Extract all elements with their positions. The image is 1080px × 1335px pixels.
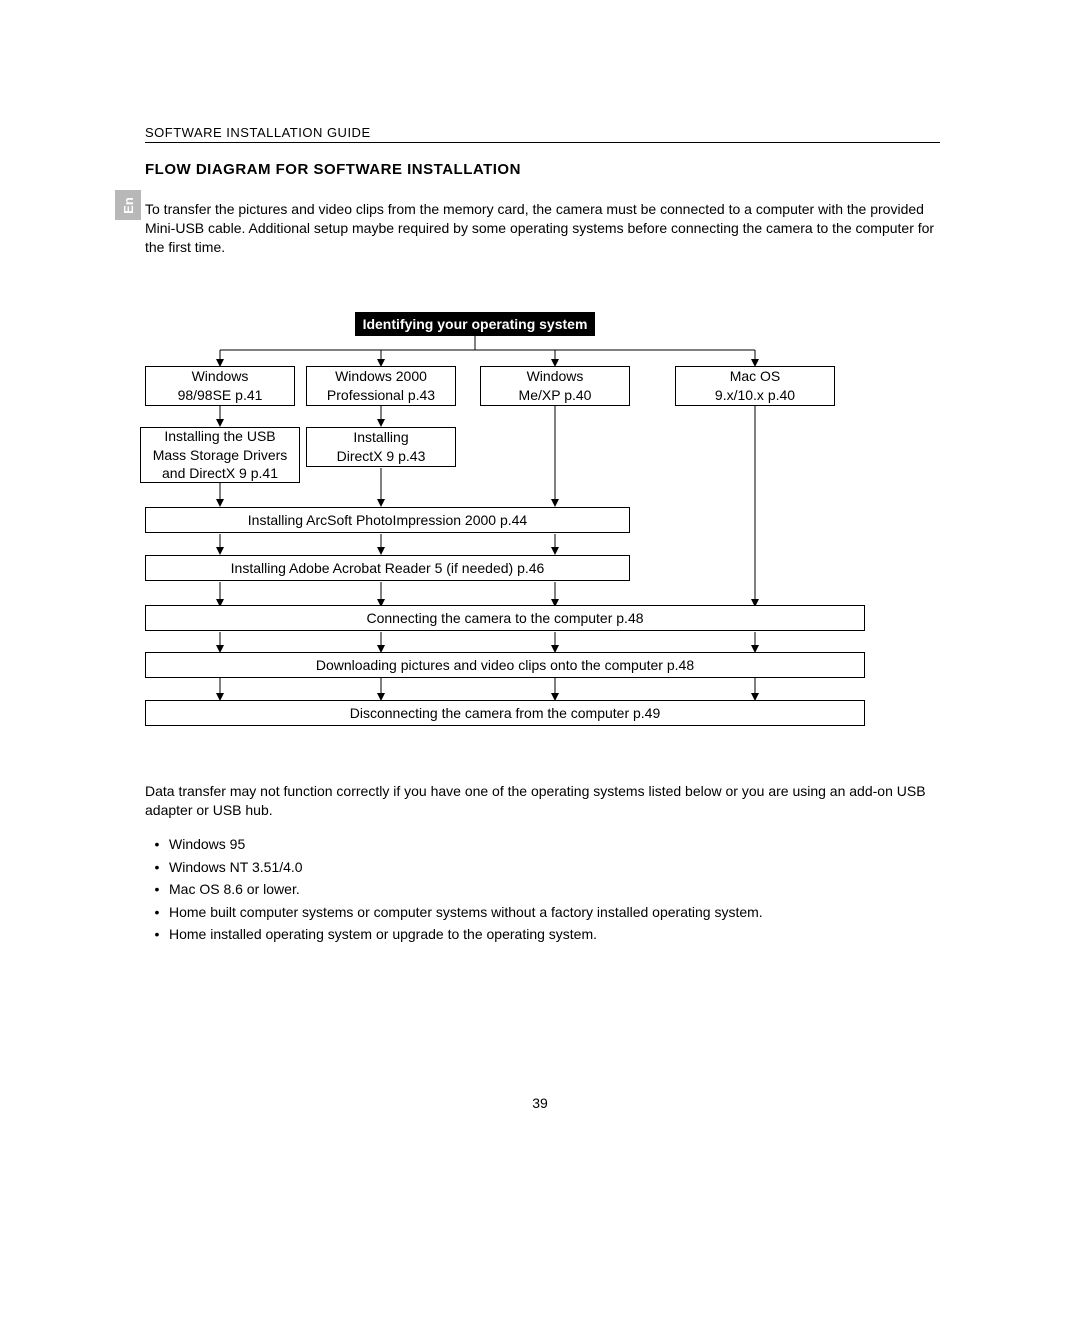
list-item: •Home built computer systems or computer… bbox=[145, 901, 940, 923]
intro-paragraph: To transfer the pictures and video clips… bbox=[145, 200, 940, 257]
bullet-icon: • bbox=[145, 901, 169, 923]
section-title: FLOW DIAGRAM FOR SOFTWARE INSTALLATION bbox=[145, 161, 940, 178]
bullet-icon: • bbox=[145, 856, 169, 878]
bullet-icon: • bbox=[145, 923, 169, 945]
list-item: •Windows NT 3.51/4.0 bbox=[145, 856, 940, 878]
flow-acrobat: Installing Adobe Acrobat Reader 5 (if ne… bbox=[145, 555, 630, 581]
flow-os-winme: WindowsMe/XP p.40 bbox=[480, 366, 630, 406]
list-item-text: Home built computer systems or computer … bbox=[169, 901, 763, 923]
flow-os-win98: Windows98/98SE p.41 bbox=[145, 366, 295, 406]
list-item: •Windows 95 bbox=[145, 833, 940, 855]
flowchart: Identifying your operating system Window… bbox=[145, 312, 940, 732]
list-item-text: Home installed operating system or upgra… bbox=[169, 923, 597, 945]
flow-os-mac: Mac OS9.x/10.x p.40 bbox=[675, 366, 835, 406]
list-item-text: Mac OS 8.6 or lower. bbox=[169, 878, 300, 900]
list-item-text: Windows 95 bbox=[169, 833, 245, 855]
flow-os-win2000: Windows 2000Professional p.43 bbox=[306, 366, 456, 406]
bullet-icon: • bbox=[145, 878, 169, 900]
flow-connect: Connecting the camera to the computer p.… bbox=[145, 605, 865, 631]
flow-root: Identifying your operating system bbox=[355, 312, 595, 336]
flow-disconnect: Disconnecting the camera from the comput… bbox=[145, 700, 865, 726]
list-item: •Mac OS 8.6 or lower. bbox=[145, 878, 940, 900]
page-content: SOFTWARE INSTALLATION GUIDE FLOW DIAGRAM… bbox=[145, 125, 940, 945]
flow-step-win98: Installing the USBMass Storage Driversan… bbox=[140, 427, 300, 483]
unsupported-list: •Windows 95 •Windows NT 3.51/4.0 •Mac OS… bbox=[145, 833, 940, 945]
bullet-icon: • bbox=[145, 833, 169, 855]
flow-step-win2000: InstallingDirectX 9 p.43 bbox=[306, 427, 456, 467]
notes-intro: Data transfer may not function correctly… bbox=[145, 782, 940, 820]
language-tab: En bbox=[115, 190, 141, 220]
page-header: SOFTWARE INSTALLATION GUIDE bbox=[145, 125, 940, 143]
language-tab-label: En bbox=[121, 197, 136, 214]
flow-download: Downloading pictures and video clips ont… bbox=[145, 652, 865, 678]
flow-arcsoft: Installing ArcSoft PhotoImpression 2000 … bbox=[145, 507, 630, 533]
list-item: •Home installed operating system or upgr… bbox=[145, 923, 940, 945]
page-number: 39 bbox=[0, 1095, 1080, 1111]
list-item-text: Windows NT 3.51/4.0 bbox=[169, 856, 303, 878]
